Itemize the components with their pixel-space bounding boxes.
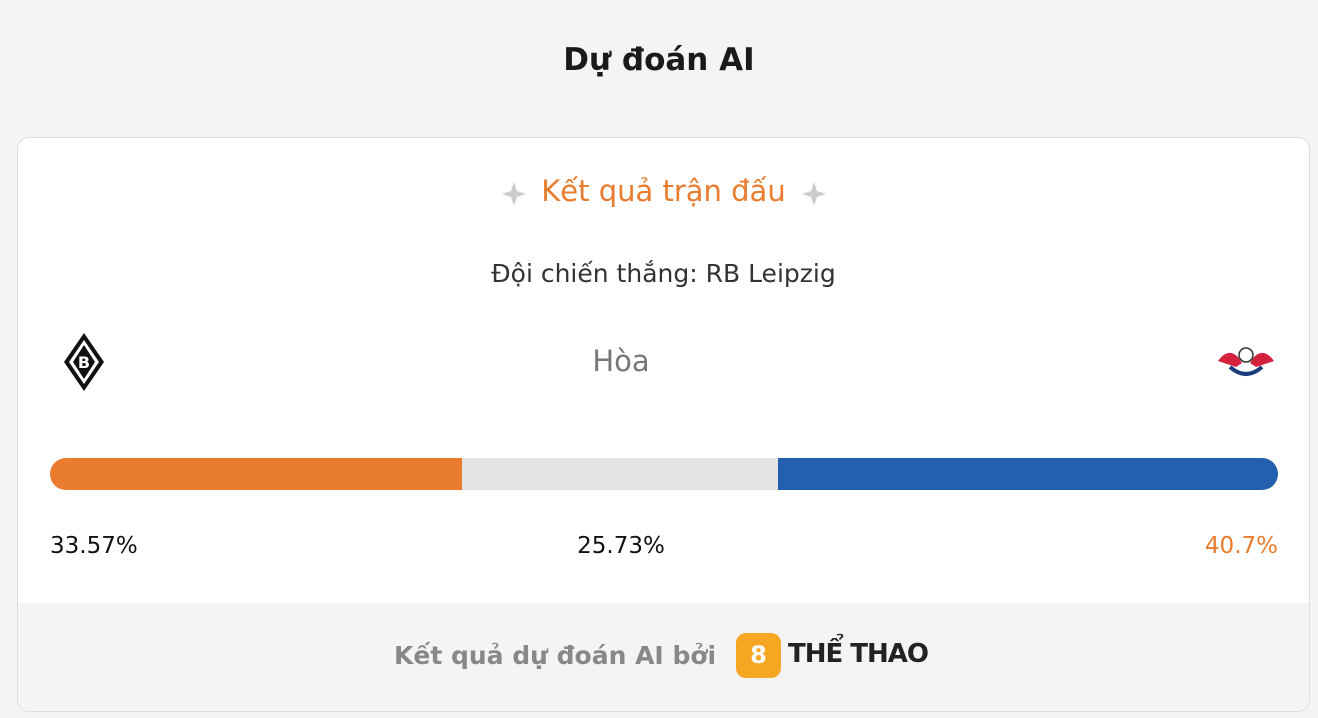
- home-crest: B: [64, 333, 104, 391]
- sparkle-icon: [502, 182, 526, 206]
- page-title: Dự đoán AI: [563, 42, 755, 78]
- percent-label: 40.7%: [1204, 533, 1278, 559]
- probability-bar: [50, 458, 1278, 490]
- brand-logo[interactable]: 8: [736, 633, 781, 678]
- prediction-card: Kết quả trận đấu Đội chiến thắng: RB Lei…: [17, 137, 1310, 712]
- sparkle-icon: [802, 182, 826, 206]
- percent-label: 25.73%: [577, 533, 665, 559]
- footer-text: Kết quả dự đoán AI bởi: [394, 641, 717, 670]
- card-footer: Kết quả dự đoán AI bởi 8 THỂ THAO: [18, 603, 1309, 711]
- percent-label: 33.57%: [50, 533, 138, 559]
- draw-label: Hòa: [592, 344, 650, 378]
- card-heading: Kết quả trận đấu: [541, 174, 786, 208]
- away-crest: [1218, 347, 1274, 376]
- winner-text: Đội chiến thắng: RB Leipzig: [491, 259, 836, 288]
- bar-segment: [462, 458, 779, 490]
- brand-name[interactable]: THỂ THAO: [788, 639, 929, 669]
- svg-text:B: B: [78, 353, 90, 372]
- bar-segment: [778, 458, 1278, 490]
- bar-segment: [50, 458, 463, 490]
